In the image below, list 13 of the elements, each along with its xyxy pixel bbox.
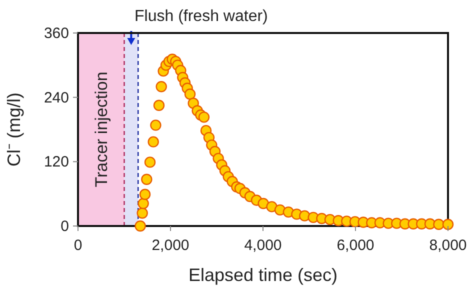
x-tick-label: 2,000 <box>152 237 190 254</box>
y-tick-label: 240 <box>44 89 69 106</box>
y-tick-label: 360 <box>44 25 69 42</box>
y-axis-title: Cl⁻ (mg/l) <box>4 92 24 166</box>
x-tick-label: 4,000 <box>244 237 282 254</box>
x-axis-title: Elapsed time (sec) <box>188 265 338 285</box>
x-tick-label: 8,000 <box>429 237 467 254</box>
x-tick-label: 6,000 <box>336 237 374 254</box>
band-label: Flush (fresh water) <box>134 8 268 25</box>
band-label: Tracer injection <box>92 72 112 188</box>
x-tick-label: 0 <box>74 237 82 254</box>
y-tick-label: 0 <box>60 218 69 235</box>
y-tick-label: 120 <box>44 154 69 171</box>
